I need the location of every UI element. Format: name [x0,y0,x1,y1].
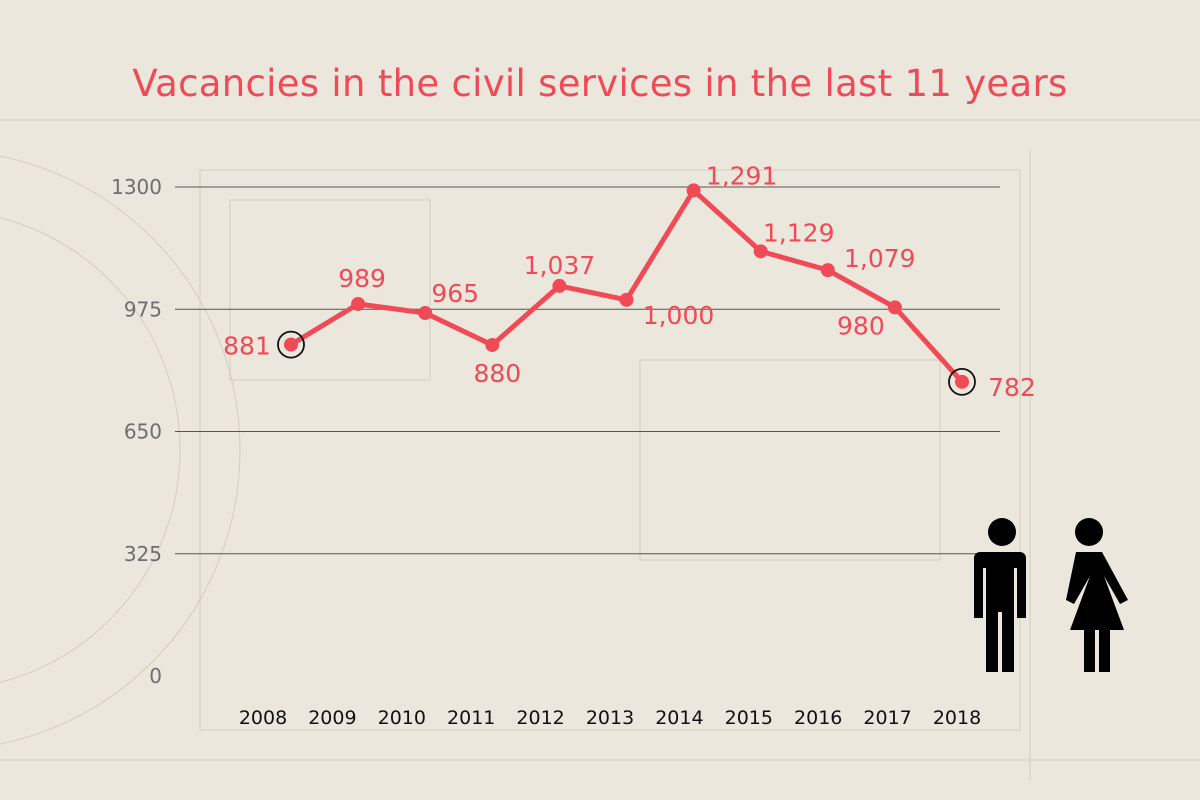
data-label: 1,037 [524,251,596,280]
data-point [418,306,433,321]
x-tick-label: 2012 [516,707,564,729]
x-tick-label: 2016 [794,707,842,729]
data-point [619,292,634,307]
data-label: 1,291 [706,161,778,190]
y-tick-label: 0 [149,664,162,688]
data-label: 782 [988,373,1036,402]
data-label: 1,079 [844,244,916,273]
data-point [485,337,500,352]
series-line [289,187,964,384]
x-tick-label: 2017 [863,707,911,729]
highlight-ring [277,330,305,359]
data-point [820,263,835,278]
man-icon [974,518,1026,672]
highlight-ring [948,367,976,396]
x-tick-label: 2010 [378,707,426,729]
data-point [686,183,701,198]
data-label: 1,000 [643,301,715,330]
x-tick-label: 2015 [725,707,773,729]
data-point [284,337,298,352]
data-point [552,278,567,293]
data-label: 980 [837,311,885,340]
y-tick-label: 650 [124,420,162,444]
woman-icon [1066,518,1128,672]
data-point [887,300,902,315]
data-label: 965 [431,279,479,308]
x-tick-label: 2011 [447,707,495,729]
x-tick-label: 2013 [586,707,634,729]
x-tick-label: 2009 [308,707,356,729]
data-label: 989 [338,264,386,293]
y-tick-label: 975 [124,297,162,321]
y-tick-label: 325 [124,542,162,566]
chart-title: Vacancies in the civil services in the l… [132,62,1068,105]
data-label: 881 [223,332,271,361]
x-tick-label: 2018 [933,707,981,729]
y-tick-label: 1300 [111,175,162,199]
data-point [955,374,969,389]
data-label: 1,129 [763,218,835,247]
data-point [351,296,366,311]
x-tick-label: 2014 [655,707,703,729]
data-point [753,244,768,259]
data-label: 880 [473,359,521,388]
x-tick-label: 2008 [239,707,287,729]
